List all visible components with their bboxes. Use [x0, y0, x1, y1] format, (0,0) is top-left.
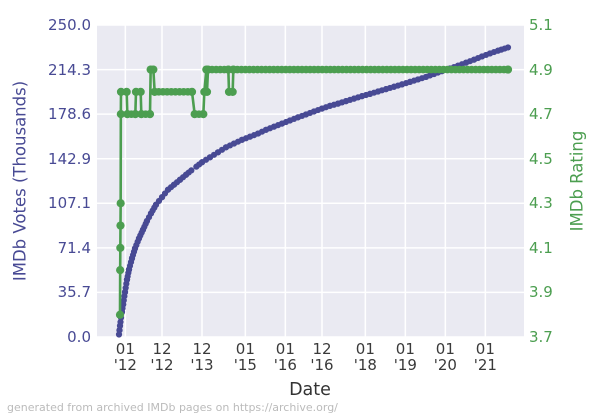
y-tick-left: 250.0	[48, 16, 91, 34]
x-tick: 12'13	[180, 341, 224, 373]
x-tick-line: '19	[393, 356, 417, 374]
x-axis-title: Date	[289, 380, 331, 400]
x-tick: 12'12	[140, 341, 184, 373]
x-tick: 01'21	[463, 341, 507, 373]
x-tick-line: '18	[353, 356, 377, 374]
y-tick-right: 3.9	[529, 283, 553, 302]
x-tick-line: 01	[235, 340, 255, 358]
y-tick-right: 4.1	[529, 238, 553, 257]
y-tick-left: 71.4	[57, 238, 91, 257]
x-tick: 01'12	[103, 341, 147, 373]
x-tick: 01'15	[223, 341, 267, 373]
x-tick: 01'18	[343, 341, 387, 373]
x-tick-line: 12	[192, 340, 212, 358]
y-tick-right: 4.7	[529, 105, 553, 124]
y-tick-left: 178.6	[48, 105, 91, 124]
x-tick-line: 01	[395, 340, 415, 358]
x-tick: 01'19	[383, 341, 427, 373]
y-tick-right: 4.9	[529, 60, 553, 79]
x-tick-line: 01	[475, 340, 495, 358]
x-tick-line: 12	[312, 340, 332, 358]
x-tick: 12'16	[300, 341, 344, 373]
rating-series	[115, 65, 513, 319]
x-tick-line: '12	[150, 356, 174, 374]
x-tick-line: '21	[473, 356, 497, 374]
y-tick-right: 5.1	[529, 16, 553, 34]
y-tick-right: 4.5	[529, 149, 553, 168]
x-tick-line: '12	[113, 356, 137, 374]
y-tick-left: 142.9	[48, 149, 91, 168]
x-tick-line: '16	[273, 356, 297, 374]
y-tick-right: 4.3	[529, 194, 553, 213]
x-tick: 01'16	[263, 341, 307, 373]
x-tick-line: 12	[152, 340, 172, 358]
y-tick-right: 3.7	[529, 328, 553, 346]
y-tick-left: 214.3	[48, 60, 91, 79]
x-tick-line: 01	[435, 340, 455, 358]
y-tick-left: 107.1	[48, 194, 91, 213]
y-tick-left: 35.7	[57, 283, 91, 302]
x-tick-line: '20	[433, 356, 457, 374]
gridlines	[97, 24, 524, 338]
plot-background	[97, 25, 524, 337]
votes-series	[115, 44, 512, 338]
y-tick-left: 0.0	[67, 328, 91, 346]
x-tick: 01'20	[423, 341, 467, 373]
x-tick-line: '15	[233, 356, 257, 374]
footer-note: generated from archived IMDb pages on ht…	[7, 401, 338, 414]
x-tick-line: '13	[190, 356, 214, 374]
x-tick-line: 01	[355, 340, 375, 358]
x-tick-line: 01	[275, 340, 295, 358]
x-tick-line: 01	[115, 340, 135, 358]
y-axis-right-title: IMDb Rating	[567, 130, 587, 232]
x-tick-line: '16	[310, 356, 334, 374]
